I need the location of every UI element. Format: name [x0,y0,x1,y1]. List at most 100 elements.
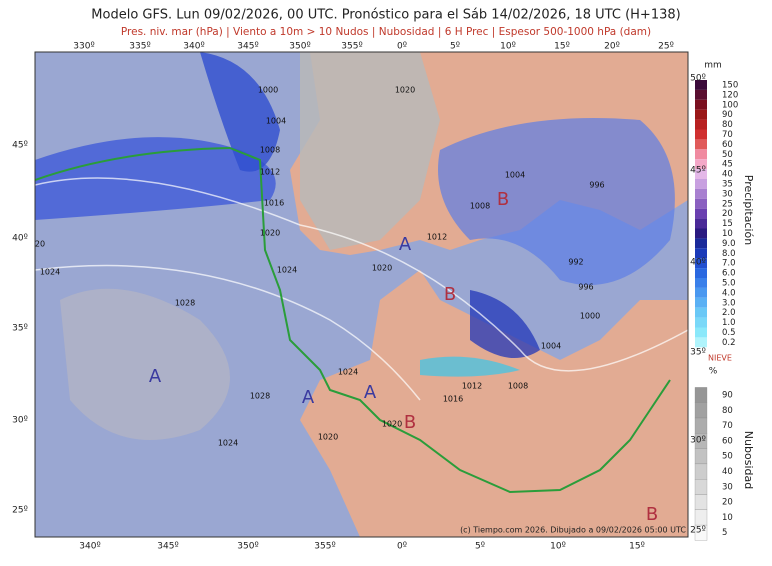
pressure-center: A [399,234,412,255]
isobar-label: 1012 [260,168,280,177]
lon-label: 15º [554,42,570,52]
colorbar-swatch [694,417,708,434]
isobar-label: 1004 [266,117,286,126]
pressure-center: B [646,504,658,525]
isobar-label: 1020 [260,229,280,238]
pressure-center: A [302,387,315,408]
colorbar-swatch [695,287,707,298]
isobar-label: 1004 [541,342,561,351]
isobar-label: 1024 [277,266,297,275]
pressure-center: A [149,366,162,387]
lon-label: 340º [183,42,204,52]
cloud-label: 50 [722,452,733,462]
colorbar-swatch [695,258,707,269]
precip-label: 0.5 [722,328,736,338]
colorbar-swatch [695,129,707,140]
isobar-label: 996 [578,283,593,292]
isobar-label: 1000 [258,86,278,95]
precip-label: 70 [722,130,733,140]
lon-label: 5º [475,542,485,552]
colorbar-swatch [694,387,708,403]
colorbar-swatch [694,402,708,419]
colorbar-swatch [695,149,707,160]
precip-label: 0.2 [722,338,736,348]
colorbar-swatch [695,268,707,278]
precip-label: 30 [722,189,733,199]
lon-label: 345º [157,542,178,552]
lat-label: 30º [12,416,28,426]
lat-label: 35º [690,348,706,358]
colorbar-swatch [695,278,707,288]
lon-label: 10º [500,42,516,52]
lon-label: 330º [73,42,94,52]
precip-label: 40 [722,170,733,180]
cloud-label: 60 [722,436,733,446]
lat-label: 25º [12,506,28,516]
precip-label: 15 [722,219,733,229]
colorbar-swatch [695,297,707,308]
colorbar-swatch [695,179,707,189]
snow-label: NIEVE [708,354,732,363]
precip-label: 50 [722,150,733,160]
precip-title: Precipitación [742,175,755,246]
colorbar-swatch [695,307,707,318]
isobar-label: 1004 [505,171,525,180]
isobar-label: 1028 [250,392,270,401]
colorbar-swatch [695,198,707,209]
colorbar-swatch [695,119,707,130]
precip-label: 7.0 [722,259,736,269]
cloud-title: Nubosidad [742,431,755,489]
precip-label: 150 [722,81,738,91]
precip-label: 60 [722,140,733,150]
lon-label: 350º [289,42,310,52]
lat-label: 30º [690,436,706,446]
lon-label: 340º [79,542,100,552]
map-area [35,52,688,537]
cloud-label: 10 [722,513,733,523]
lon-label: 20º [604,42,620,52]
isobar-label: 1020 [382,420,402,429]
precip-label: 20 [722,209,733,219]
precip-label: 80 [722,120,733,130]
lat-label: 25º [690,526,706,536]
isobar-label: 1016 [264,199,284,208]
precip-label: 9.0 [722,239,736,249]
colorbar-swatch [695,327,707,338]
colorbar-swatch [694,524,708,541]
lon-label: 5º [450,42,460,52]
colorbar-swatch [695,188,707,199]
pressure-center: A [364,382,377,403]
precip-label: 45 [722,160,733,170]
lat-label: 35º [12,324,28,334]
isobar-label: 1012 [462,382,482,391]
isobar-label: 1024 [40,268,60,277]
precip-label: 100 [722,100,738,110]
precip-label: 120 [722,90,738,100]
colorbar-swatch [695,218,707,229]
isobar-label: 1020 [372,264,392,273]
lon-label: 15º [629,542,645,552]
lat-label: 40º [690,258,706,268]
isobar-label: 1020 [395,86,415,95]
precip-label: 8.0 [722,249,736,259]
lat-label: 45º [12,141,28,151]
lon-label: 345º [237,42,258,52]
colorbar-swatch [695,208,707,219]
isobar-label: 1024 [218,439,238,448]
cloud-label: 90 [722,391,733,401]
precip-label: 10 [722,229,733,239]
colorbar-swatch [695,139,707,150]
lon-label: 355º [341,42,362,52]
precip-label: 5.0 [722,279,736,289]
precip-label: 35 [722,180,733,190]
precip-label: 25 [722,199,733,209]
isobar-label: 996 [589,181,604,190]
colorbar-swatch [695,228,707,239]
isobar-label: 1024 [338,368,358,377]
precip-unit: mm [704,61,722,71]
cloud-label: 70 [722,421,733,431]
colorbar-swatch [695,89,707,100]
cloud-label: 40 [722,467,733,477]
isobar-label: 1008 [470,202,490,211]
